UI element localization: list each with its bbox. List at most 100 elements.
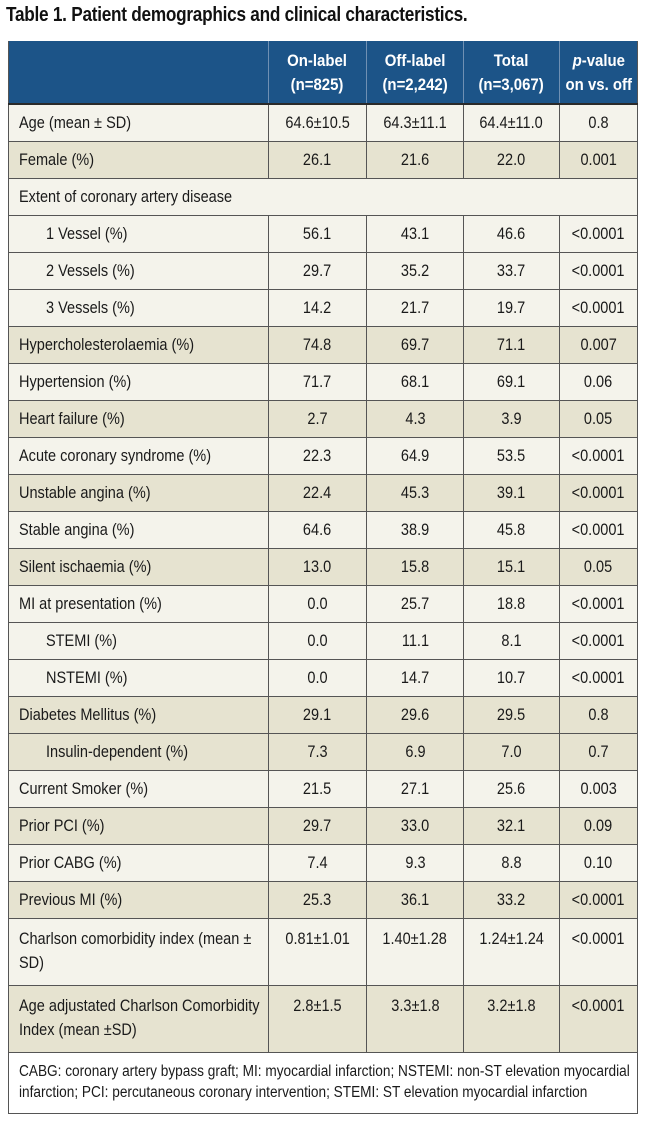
total-value: 15.1 bbox=[497, 557, 526, 576]
p-value: 0.007 bbox=[580, 335, 617, 354]
total-value-cell: 53.5 bbox=[463, 437, 560, 475]
total-value-cell: 25.6 bbox=[463, 770, 560, 808]
on-label-value: 0.0 bbox=[307, 668, 328, 687]
off-label-value-cell: 25.7 bbox=[366, 585, 464, 623]
total-value-cell: 15.1 bbox=[463, 548, 560, 586]
off-label-value-cell: 64.3±11.1 bbox=[366, 103, 464, 142]
total-value: 1.24±1.24 bbox=[479, 930, 544, 948]
on-label-value-cell: 56.1 bbox=[268, 215, 367, 253]
on-label-value-cell: 64.6 bbox=[268, 511, 367, 549]
table-header-row: On-label (n=825) Off-label (n=2,242) Total… bbox=[8, 41, 638, 105]
total-value: 45.8 bbox=[497, 520, 526, 539]
off-label-value: 29.6 bbox=[400, 705, 430, 724]
p-value: 0.09 bbox=[584, 816, 613, 835]
p-value: <0.0001 bbox=[572, 594, 625, 613]
on-label-value: 21.5 bbox=[303, 779, 332, 798]
row-label-cell: Previous MI (%) bbox=[8, 881, 269, 919]
row-label-cell: STEMI (%) bbox=[8, 622, 269, 660]
row-label: Previous MI (%) bbox=[19, 890, 123, 909]
p-value-cell: 0.001 bbox=[559, 141, 638, 179]
total-value-cell: 33.7 bbox=[463, 252, 560, 290]
on-label-value-cell: 29.7 bbox=[268, 807, 367, 845]
p-value: <0.0001 bbox=[572, 890, 625, 909]
p-value: <0.0001 bbox=[572, 446, 625, 465]
total-value-cell: 71.1 bbox=[463, 326, 560, 364]
row-label: Insulin-dependent (%) bbox=[46, 742, 189, 761]
total-value: 64.4±11.0 bbox=[479, 113, 544, 132]
header-on-label-n: (n=825) bbox=[291, 75, 344, 94]
total-value-cell: 8.8 bbox=[463, 844, 560, 882]
row-label-cell: Acute coronary syndrome (%) bbox=[8, 437, 269, 475]
p-value: 0.003 bbox=[580, 779, 617, 798]
p-value-cell: <0.0001 bbox=[559, 215, 638, 253]
footnote-text: CABG: coronary artery bypass graft; MI: … bbox=[19, 1063, 630, 1101]
total-value: 3.9 bbox=[501, 409, 522, 428]
off-label-value: 4.3 bbox=[404, 409, 426, 428]
on-label-value: 25.3 bbox=[303, 890, 332, 909]
row-label-cell: Unstable angina (%) bbox=[8, 474, 269, 512]
p-value-cell: 0.10 bbox=[559, 844, 638, 882]
off-label-value-cell: 38.9 bbox=[366, 511, 464, 549]
total-value-cell: 29.5 bbox=[463, 696, 560, 734]
table-row: Heart failure (%) 2.7 4.3 3.9 0.05 bbox=[8, 400, 638, 438]
row-label-cell: Female (%) bbox=[8, 141, 269, 179]
total-value: 33.2 bbox=[497, 890, 526, 909]
total-value: 8.1 bbox=[501, 631, 522, 650]
total-value-cell: 8.1 bbox=[463, 622, 560, 660]
p-value-cell: <0.0001 bbox=[559, 252, 638, 290]
off-label-value-cell: 21.7 bbox=[366, 289, 464, 327]
on-label-value-cell: 22.4 bbox=[268, 474, 367, 512]
section-row: Extent of coronary artery disease bbox=[8, 178, 638, 216]
off-label-value: 68.1 bbox=[400, 372, 430, 391]
off-label-value-cell: 4.3 bbox=[366, 400, 464, 438]
p-value: 0.7 bbox=[588, 742, 609, 761]
total-value-cell: 19.7 bbox=[463, 289, 560, 327]
row-label-cell: 1 Vessel (%) bbox=[8, 215, 269, 253]
header-p-subtitle: on vs. off bbox=[565, 75, 632, 94]
total-value: 3.2±1.8 bbox=[487, 997, 536, 1015]
on-label-value-cell: 25.3 bbox=[268, 881, 367, 919]
on-label-value: 0.81±1.01 bbox=[285, 930, 350, 948]
table-row: Hypercholesterolaemia (%) 74.8 69.7 71.1 0.0… bbox=[8, 326, 638, 364]
p-value-cell: 0.007 bbox=[559, 326, 638, 364]
row-label: Age adjustated Charlson Comorbidity Inde… bbox=[19, 997, 260, 1039]
table-row: Diabetes Mellitus (%) 29.1 29.6 29.5 0.8 bbox=[8, 696, 638, 734]
row-label-cell: 2 Vessels (%) bbox=[8, 252, 269, 290]
off-label-value-cell: 9.3 bbox=[366, 844, 464, 882]
header-p-italic: p bbox=[572, 51, 582, 70]
off-label-value-cell: 64.9 bbox=[366, 437, 464, 475]
table-row: STEMI (%) 0.0 11.1 8.1 <0.0001 bbox=[8, 622, 638, 660]
header-label-column bbox=[8, 41, 269, 105]
table-row: Female (%) 26.1 21.6 22.0 0.001 bbox=[8, 141, 638, 179]
p-value-cell: <0.0001 bbox=[559, 474, 638, 512]
p-value: <0.0001 bbox=[572, 483, 625, 502]
p-value: <0.0001 bbox=[572, 930, 625, 948]
row-label: Prior CABG (%) bbox=[19, 853, 122, 872]
row-label: 2 Vessels (%) bbox=[46, 261, 135, 280]
row-label: Acute coronary syndrome (%) bbox=[19, 446, 212, 465]
row-label-cell: NSTEMI (%) bbox=[8, 659, 269, 697]
demographics-table: On-label (n=825) Off-label (n=2,242) Total… bbox=[8, 41, 638, 1114]
row-label-cell: Current Smoker (%) bbox=[8, 770, 269, 808]
table-row: NSTEMI (%) 0.0 14.7 10.7 <0.0001 bbox=[8, 659, 638, 697]
p-value: <0.0001 bbox=[572, 520, 625, 539]
total-value: 46.6 bbox=[497, 224, 526, 243]
row-label: Prior PCI (%) bbox=[19, 816, 105, 835]
row-label: Diabetes Mellitus (%) bbox=[19, 705, 157, 724]
off-label-value: 69.7 bbox=[400, 335, 430, 354]
table-row: Insulin-dependent (%) 7.3 6.9 7.0 0.7 bbox=[8, 733, 638, 771]
on-label-value: 29.7 bbox=[303, 816, 332, 835]
row-label: Silent ischaemia (%) bbox=[19, 557, 152, 576]
p-value-cell: <0.0001 bbox=[559, 622, 638, 660]
row-label-cell: Prior CABG (%) bbox=[8, 844, 269, 882]
total-value-cell: 3.9 bbox=[463, 400, 560, 438]
p-value: 0.8 bbox=[588, 705, 609, 724]
section-label-text: Extent of coronary artery disease bbox=[19, 187, 233, 206]
total-value: 10.7 bbox=[497, 668, 526, 687]
total-value: 71.1 bbox=[497, 335, 526, 354]
table-row: Unstable angina (%) 22.4 45.3 39.1 <0.0001 bbox=[8, 474, 638, 512]
table-row: Prior CABG (%) 7.4 9.3 8.8 0.10 bbox=[8, 844, 638, 882]
total-value-cell: 7.0 bbox=[463, 733, 560, 771]
on-label-value: 14.2 bbox=[303, 298, 332, 317]
off-label-value-cell: 68.1 bbox=[366, 363, 464, 401]
